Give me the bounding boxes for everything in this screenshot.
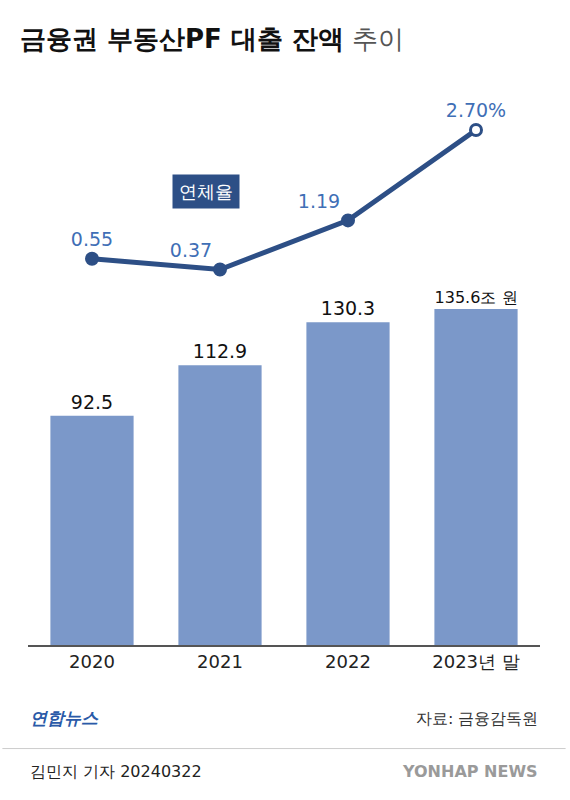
- svg-text:112.9: 112.9: [193, 340, 247, 362]
- svg-text:2020: 2020: [69, 651, 115, 672]
- svg-text:130.3: 130.3: [321, 297, 375, 319]
- svg-text:연체율: 연체율: [179, 181, 233, 202]
- svg-text:0.55: 0.55: [71, 228, 113, 250]
- svg-text:2021: 2021: [197, 651, 243, 672]
- svg-text:1.19: 1.19: [298, 190, 340, 212]
- svg-text:금융권 부동산PF 대출 잔액 추이: 금융권 부동산PF 대출 잔액 추이: [20, 24, 404, 54]
- svg-text:2023년 말: 2023년 말: [432, 651, 520, 672]
- svg-text:자료: 금융감독원: 자료: 금융감독원: [416, 709, 538, 728]
- svg-text:2.70%: 2.70%: [446, 99, 506, 121]
- svg-text:92.5: 92.5: [71, 391, 113, 413]
- svg-text:연합뉴스: 연합뉴스: [30, 708, 99, 728]
- svg-text:135.6조 원: 135.6조 원: [434, 288, 517, 307]
- svg-text:0.37: 0.37: [170, 239, 212, 261]
- svg-text:2022: 2022: [325, 651, 371, 672]
- svg-text:YONHAP NEWS: YONHAP NEWS: [402, 762, 538, 781]
- svg-text:김민지 기자 20240322: 김민지 기자 20240322: [30, 762, 202, 781]
